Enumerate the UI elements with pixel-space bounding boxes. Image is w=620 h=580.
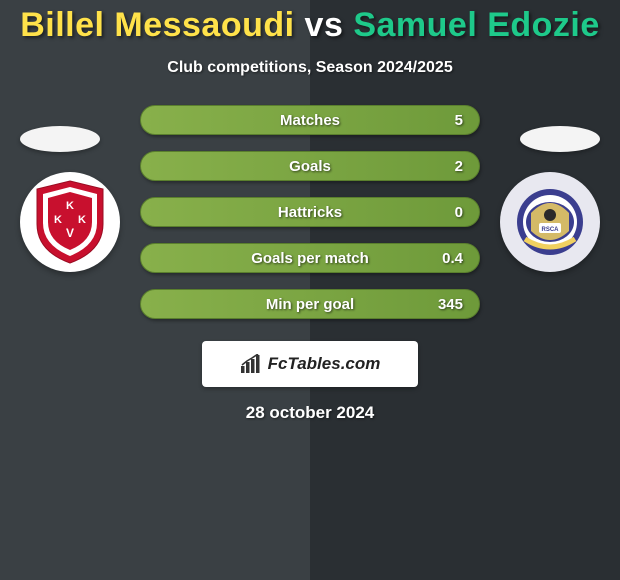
stat-value: 2: [455, 158, 463, 175]
stat-row: Matches 5: [140, 105, 480, 135]
stat-value: 0: [455, 204, 463, 221]
stat-row: Hattricks 0: [140, 197, 480, 227]
barchart-icon: [240, 354, 262, 374]
player1-name: Billel Messaoudi: [20, 6, 294, 44]
club-crest-right: RSCA: [500, 172, 600, 272]
svg-text:K: K: [78, 214, 86, 226]
kortrijk-logo-icon: K K K V: [33, 179, 107, 265]
svg-text:V: V: [66, 226, 74, 240]
stats-list: Matches 5 Goals 2 Hattricks 0 Goals per …: [140, 105, 480, 319]
stat-value: 0.4: [442, 250, 463, 267]
svg-text:RSCA: RSCA: [541, 227, 559, 233]
stat-row: Goals 2: [140, 151, 480, 181]
stat-row: Goals per match 0.4: [140, 243, 480, 273]
anderlecht-logo-icon: RSCA: [511, 183, 589, 261]
stat-value: 5: [455, 112, 463, 129]
subtitle: Club competitions, Season 2024/2025: [0, 59, 620, 77]
date: 28 october 2024: [0, 403, 620, 423]
vs-word: vs: [305, 6, 344, 44]
page-title: Billel Messaoudi vs Samuel Edozie: [0, 0, 620, 45]
pointer-right: [520, 126, 600, 152]
comparison-card: Billel Messaoudi vs Samuel Edozie Club c…: [0, 0, 620, 580]
stat-label: Goals: [157, 158, 463, 175]
stat-label: Matches: [157, 112, 463, 129]
stat-label: Min per goal: [157, 296, 463, 313]
watermark: FcTables.com: [202, 341, 418, 387]
watermark-text: FcTables.com: [268, 354, 381, 374]
club-crest-left: K K K V: [20, 172, 120, 272]
svg-text:K: K: [66, 200, 74, 212]
stat-label: Hattricks: [157, 204, 463, 221]
stat-label: Goals per match: [157, 250, 463, 267]
player2-name: Samuel Edozie: [353, 6, 599, 44]
pointer-left: [20, 126, 100, 152]
stat-value: 345: [438, 296, 463, 313]
svg-text:K: K: [54, 214, 62, 226]
stat-row: Min per goal 345: [140, 289, 480, 319]
